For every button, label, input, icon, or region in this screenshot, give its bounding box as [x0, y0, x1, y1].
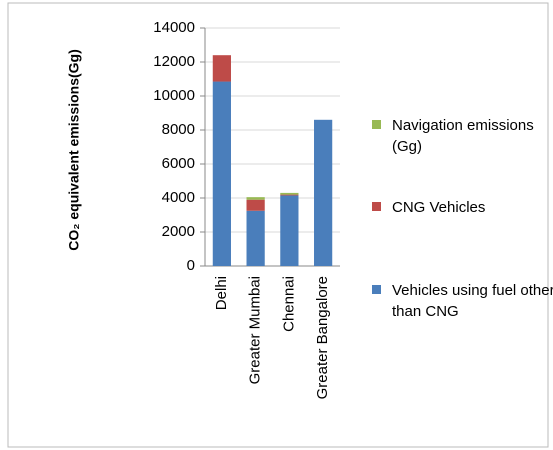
x-tick-label: Delhi — [213, 276, 230, 310]
legend-swatch — [372, 285, 381, 294]
legend-label: Navigation emissions (Gg) — [392, 117, 534, 155]
chart-frame — [7, 2, 549, 448]
legend-label: CNG Vehicles — [392, 199, 486, 216]
bar-segment — [314, 119, 333, 266]
x-tick-label: Greater Mumbai — [247, 276, 264, 384]
legend-item: CNG Vehicles — [372, 197, 553, 218]
bar-segment — [280, 192, 299, 195]
bar-segment — [212, 55, 231, 82]
y-tick-label: 10000 — [153, 87, 195, 104]
y-tick-label: 2000 — [162, 223, 195, 240]
bar-segment — [212, 81, 231, 266]
legend-item: Vehicles using fuel other than CNG — [372, 280, 553, 322]
bar-segment — [246, 197, 265, 200]
x-tick-label: Greater Bangalore — [314, 276, 331, 399]
legend-item: Navigation emissions (Gg) — [372, 115, 553, 157]
y-tick-label: 8000 — [162, 121, 195, 138]
legend-label: Vehicles using fuel other than CNG — [392, 282, 553, 320]
y-tick-label: 0 — [187, 257, 195, 274]
bar-segment — [280, 194, 299, 196]
bar-segment — [246, 199, 265, 211]
y-tick-label: 12000 — [153, 53, 195, 70]
y-tick-label: 6000 — [162, 155, 195, 172]
y-axis-label: CO₂ equivalent emissions(Gg) — [66, 49, 82, 250]
y-tick-label: 4000 — [162, 189, 195, 206]
x-tick-label: Chennai — [280, 276, 297, 332]
y-tick-label: 14000 — [153, 19, 195, 36]
legend-swatch — [372, 120, 381, 129]
bar-segment — [246, 210, 265, 266]
bar-segment — [280, 195, 299, 266]
legend-swatch — [372, 202, 381, 211]
